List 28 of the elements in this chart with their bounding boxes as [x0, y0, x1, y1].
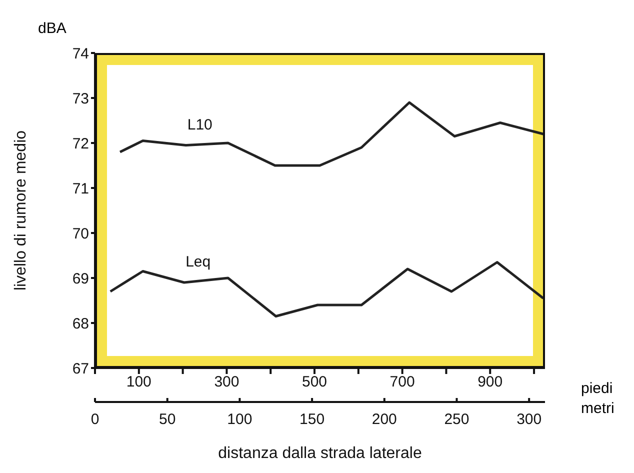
x2-tick-label: 200 [372, 411, 397, 428]
x2-tick-label: 250 [444, 411, 470, 428]
y-axis-title: livello di rumore medio [12, 130, 30, 291]
x2-tick-label: 100 [227, 411, 252, 428]
text: dBA [38, 20, 66, 37]
y-tick-label: 68 [72, 315, 89, 332]
x2-tick-label: 300 [516, 411, 542, 428]
series-label: Leq [186, 254, 211, 270]
x2-tick-label: 0 [90, 411, 100, 428]
x-tick-label: 300 [214, 374, 240, 391]
x-tick-label: 700 [390, 374, 415, 391]
x2-tick-label: 50 [159, 411, 176, 428]
x-tick-label: 500 [302, 374, 328, 391]
x-tick-label: 100 [126, 374, 152, 391]
x-axis-title: distanza dalla strada laterale [218, 445, 422, 462]
y-tick-label: 74 [72, 45, 89, 62]
x-tick-label: 900 [478, 374, 503, 391]
text: piedi [581, 380, 613, 397]
text: metri [581, 400, 614, 417]
y-tick-label: 67 [72, 360, 89, 378]
y-tick-label: 72 [72, 135, 89, 152]
y-tick-label: 70 [72, 225, 89, 242]
y-tick-label: 69 [72, 270, 89, 288]
line-series [118, 101, 544, 167]
y-tick-label: 73 [72, 90, 89, 108]
x2-tick-label: 150 [300, 411, 325, 428]
series-label: L10 [187, 116, 212, 134]
y-tick-label: 71 [72, 180, 89, 198]
